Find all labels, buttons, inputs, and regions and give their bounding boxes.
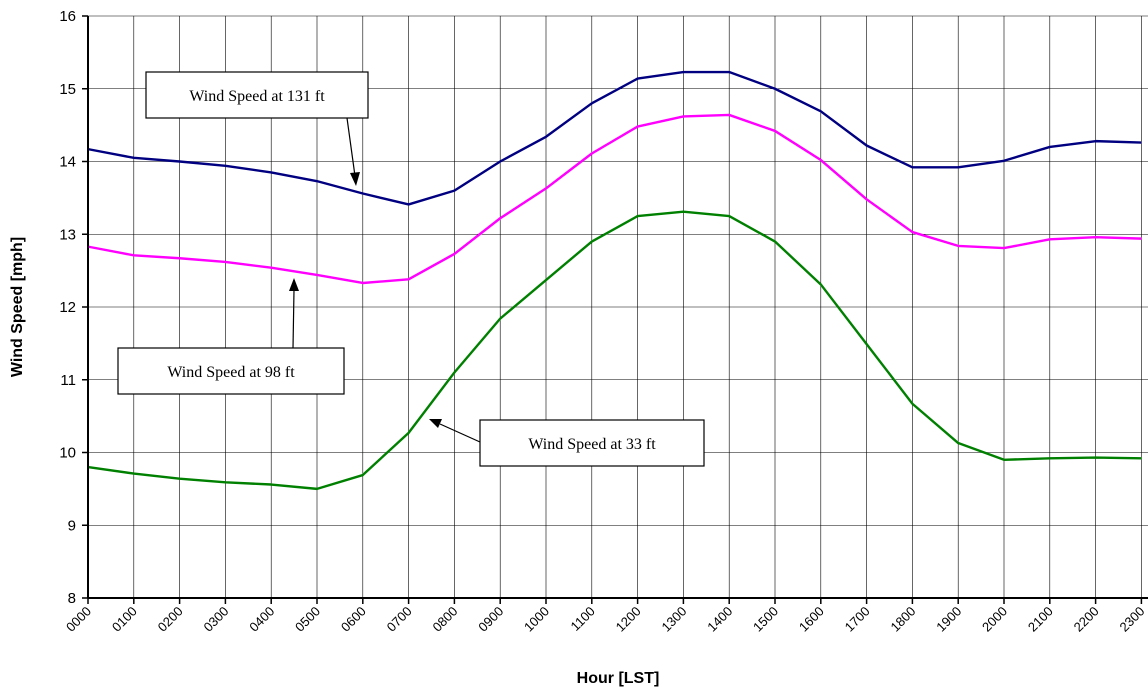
callout-33ft: Wind Speed at 33 ft	[429, 419, 705, 467]
callout-131ft-arrow-line	[346, 117, 356, 177]
x-tick-label: 1300	[658, 604, 689, 635]
x-tick-label: 0600	[338, 604, 369, 635]
callout-131ft-arrowhead	[350, 172, 360, 186]
x-tick-label: 1200	[613, 604, 644, 635]
x-tick-label: 1500	[750, 604, 781, 635]
y-axis-title: Wind Speed [mph]	[9, 237, 26, 377]
x-tick-label: 0900	[475, 604, 506, 635]
x-tick-label: 1900	[933, 604, 964, 635]
x-tick-label: 1000	[521, 604, 552, 635]
x-tick-label: 0100	[109, 604, 140, 635]
x-tick-label: 0300	[200, 604, 231, 635]
x-tick-label: 0200	[155, 604, 186, 635]
x-tick-label: 1100	[568, 604, 598, 634]
y-tick-label: 16	[59, 8, 76, 25]
axis-layer	[82, 15, 1148, 604]
callout-33ft-arrowhead	[429, 419, 442, 428]
callout-33ft-arrow-line	[439, 423, 481, 443]
callout-98ft: Wind Speed at 98 ft	[117, 278, 345, 395]
callout-131ft: Wind Speed at 131 ft	[145, 71, 369, 186]
series-line-3	[87, 210, 1142, 491]
series-line-1	[87, 70, 1142, 206]
x-tick-label: 1400	[704, 604, 735, 635]
x-tick-label: 1700	[842, 604, 873, 635]
x-tick-label: 1600	[796, 604, 827, 635]
callout-131ft-box	[145, 71, 369, 119]
x-tick-label: 2100	[1025, 604, 1056, 635]
series-line-2	[87, 113, 1142, 285]
y-tick-label: 13	[59, 226, 76, 243]
y-tick-label: 14	[59, 154, 76, 171]
y-tick-label: 8	[68, 590, 76, 607]
x-tick-label: 2200	[1071, 604, 1102, 635]
callout-98ft-arrow-line	[292, 289, 295, 349]
callout-131ft-label: Wind Speed at 131 ft	[189, 88, 325, 105]
callout-98ft-box	[117, 347, 345, 395]
x-tick-label: 0700	[384, 604, 415, 635]
y-tick-label: 11	[60, 372, 76, 389]
y-tick-label: 12	[59, 299, 76, 316]
x-tick-label: 0400	[246, 604, 277, 635]
y-tick-label: 9	[68, 517, 76, 534]
callout-33ft-label: Wind Speed at 33 ft	[528, 436, 656, 453]
y-tick-label: 15	[59, 81, 76, 98]
x-tick-label: 2300	[1116, 604, 1147, 635]
x-tick-label: 0500	[292, 604, 323, 635]
callout-98ft-label: Wind Speed at 98 ft	[167, 364, 295, 381]
series-layer	[87, 70, 1142, 491]
x-tick-label: 0000	[63, 604, 94, 635]
x-tick-label: 0800	[429, 604, 460, 635]
x-tick-label: 2000	[979, 604, 1010, 635]
x-tick-label: 1800	[887, 604, 918, 635]
callout-98ft-arrowhead	[289, 278, 299, 291]
x-axis-title: Hour [LST]	[577, 670, 660, 687]
callout-33ft-box	[479, 419, 705, 467]
y-tick-label: 10	[59, 445, 76, 462]
